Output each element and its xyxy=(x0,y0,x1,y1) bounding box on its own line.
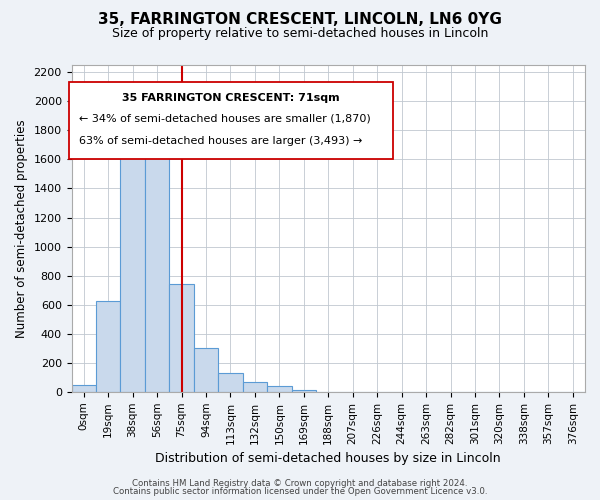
Text: Contains public sector information licensed under the Open Government Licence v3: Contains public sector information licen… xyxy=(113,487,487,496)
Text: 35 FARRINGTON CRESCENT: 71sqm: 35 FARRINGTON CRESCENT: 71sqm xyxy=(122,93,340,103)
X-axis label: Distribution of semi-detached houses by size in Lincoln: Distribution of semi-detached houses by … xyxy=(155,452,501,465)
Bar xyxy=(169,284,194,392)
Bar xyxy=(242,382,267,392)
Text: 63% of semi-detached houses are larger (3,493) →: 63% of semi-detached houses are larger (… xyxy=(79,136,362,146)
Text: 35, FARRINGTON CRESCENT, LINCOLN, LN6 0YG: 35, FARRINGTON CRESCENT, LINCOLN, LN6 0Y… xyxy=(98,12,502,28)
Bar xyxy=(194,348,218,392)
Text: ← 34% of semi-detached houses are smaller (1,870): ← 34% of semi-detached houses are smalle… xyxy=(79,114,370,124)
Bar xyxy=(145,142,169,392)
Bar xyxy=(121,124,145,392)
Text: Contains HM Land Registry data © Crown copyright and database right 2024.: Contains HM Land Registry data © Crown c… xyxy=(132,478,468,488)
Bar xyxy=(292,390,316,392)
Text: Size of property relative to semi-detached houses in Lincoln: Size of property relative to semi-detach… xyxy=(112,28,488,40)
Bar xyxy=(267,386,292,392)
Y-axis label: Number of semi-detached properties: Number of semi-detached properties xyxy=(15,119,28,338)
Bar xyxy=(71,384,96,392)
Bar xyxy=(96,301,121,392)
Bar xyxy=(218,373,242,392)
